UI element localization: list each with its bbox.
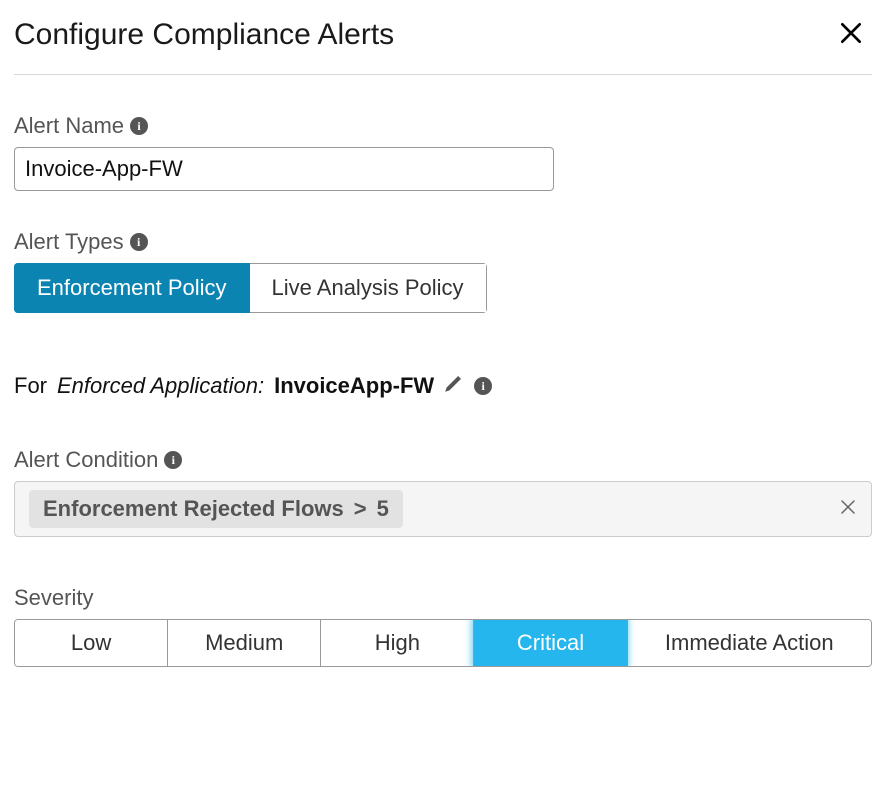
severity-label-row: Severity — [14, 585, 872, 611]
close-button[interactable] — [830, 18, 872, 52]
alert-types-toggle-group: Enforcement Policy Live Analysis Policy — [14, 263, 487, 313]
pencil-icon — [444, 373, 464, 393]
info-icon[interactable]: i — [164, 451, 182, 469]
enforced-application-section: For Enforced Application: InvoiceApp-FW … — [14, 373, 872, 399]
severity-toggle-group: Low Medium High Critical Immediate Actio… — [14, 619, 872, 667]
severity-low[interactable]: Low — [15, 620, 167, 666]
configure-compliance-modal: Configure Compliance Alerts Alert Name i… — [0, 0, 886, 667]
severity-immediate-action[interactable]: Immediate Action — [627, 620, 871, 666]
alert-name-label-row: Alert Name i — [14, 113, 872, 139]
clear-condition-button[interactable] — [839, 495, 857, 523]
alert-condition-chip[interactable]: Enforcement Rejected Flows > 5 — [29, 490, 403, 528]
alert-condition-box[interactable]: Enforcement Rejected Flows > 5 — [14, 481, 872, 537]
condition-value: 5 — [377, 496, 389, 522]
enforced-application-name: InvoiceApp-FW — [274, 373, 434, 399]
alert-types-label: Alert Types — [14, 229, 124, 255]
condition-operator: > — [354, 496, 367, 522]
severity-high[interactable]: High — [320, 620, 473, 666]
close-icon — [838, 20, 864, 46]
severity-section: Severity Low Medium High Critical Immedi… — [14, 585, 872, 667]
info-icon[interactable]: i — [130, 233, 148, 251]
alert-types-label-row: Alert Types i — [14, 229, 872, 255]
alert-name-label: Alert Name — [14, 113, 124, 139]
alert-condition-label-row: Alert Condition i — [14, 447, 872, 473]
alert-type-enforcement-policy[interactable]: Enforcement Policy — [14, 263, 250, 313]
alert-condition-label: Alert Condition — [14, 447, 158, 473]
severity-critical[interactable]: Critical — [473, 620, 626, 666]
close-icon — [839, 498, 857, 516]
alert-type-live-analysis-policy[interactable]: Live Analysis Policy — [250, 263, 487, 313]
info-icon[interactable]: i — [474, 377, 492, 395]
alert-condition-section: Alert Condition i Enforcement Rejected F… — [14, 447, 872, 537]
info-icon[interactable]: i — [130, 117, 148, 135]
enforced-application-label: Enforced Application: — [57, 373, 264, 399]
severity-medium[interactable]: Medium — [167, 620, 320, 666]
alert-types-section: Alert Types i Enforcement Policy Live An… — [14, 229, 872, 313]
edit-application-button[interactable] — [444, 373, 464, 399]
alert-name-section: Alert Name i — [14, 113, 872, 191]
enforced-application-line: For Enforced Application: InvoiceApp-FW … — [14, 373, 872, 399]
modal-title: Configure Compliance Alerts — [14, 18, 394, 52]
for-text: For — [14, 373, 47, 399]
condition-field: Enforcement Rejected Flows — [43, 496, 344, 522]
alert-name-input[interactable] — [14, 147, 554, 191]
severity-label: Severity — [14, 585, 93, 611]
modal-header: Configure Compliance Alerts — [14, 18, 872, 75]
modal-body: Alert Name i Alert Types i Enforcement P… — [14, 75, 872, 667]
